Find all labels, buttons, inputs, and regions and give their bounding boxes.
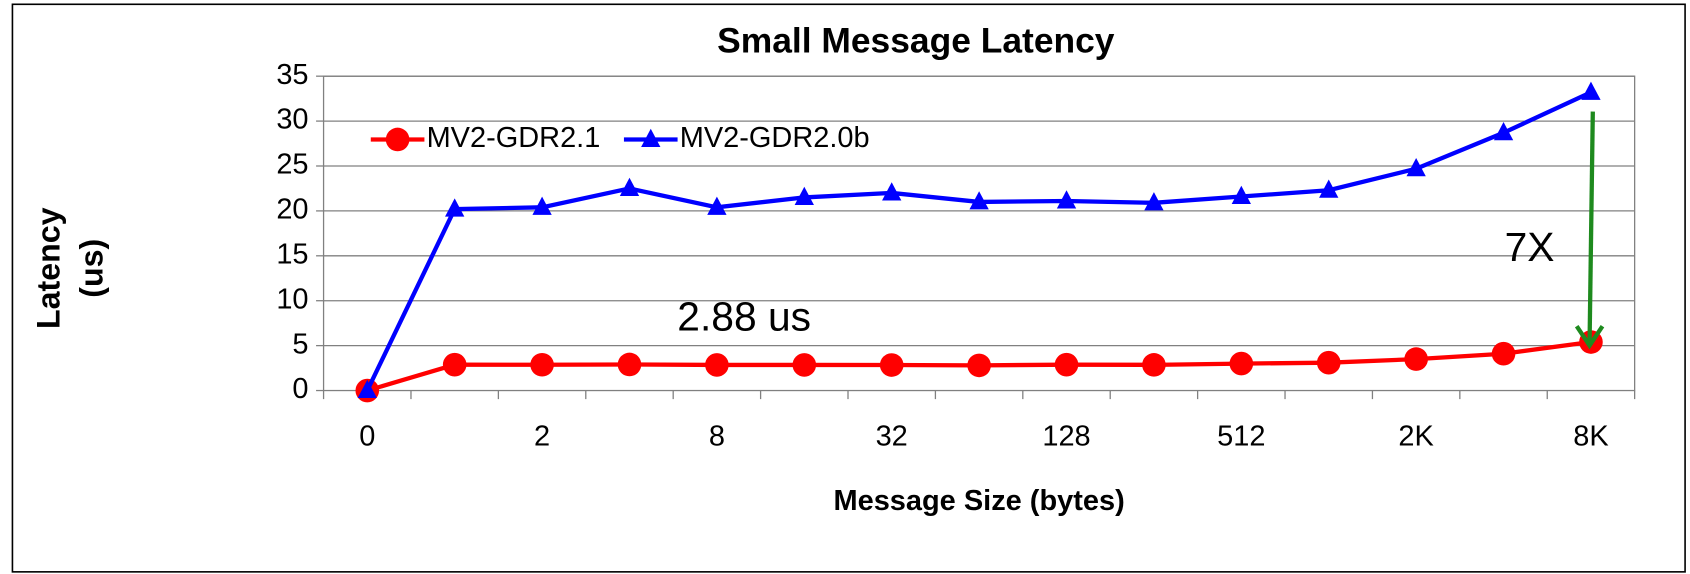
point <box>619 177 640 196</box>
annotation: 7X <box>1505 224 1555 270</box>
point <box>617 352 642 377</box>
x-axis-label: Message Size (bytes) <box>833 485 1124 517</box>
point <box>1319 179 1339 198</box>
x-tick-label: 0 <box>359 420 375 452</box>
x-tick-label: 2 <box>534 420 550 452</box>
point <box>1229 351 1254 376</box>
point <box>1404 347 1428 371</box>
y-tick-label: 20 <box>276 194 308 226</box>
legend-marker <box>385 127 410 152</box>
point <box>530 352 554 377</box>
annotation-arrow <box>1587 111 1595 342</box>
legend-label: MV2-GDR2.1 <box>427 122 601 154</box>
point <box>1056 190 1077 209</box>
x-tick-label: 8K <box>1573 420 1608 452</box>
point <box>1493 122 1514 141</box>
y-axis-label: (us) <box>73 239 109 298</box>
y-tick-label: 10 <box>276 283 308 315</box>
chart-frame <box>11 3 1686 573</box>
y-tick-label: 5 <box>292 328 308 360</box>
point <box>792 353 817 377</box>
y-axis-label: Latency <box>31 207 67 329</box>
point <box>532 196 552 215</box>
point <box>357 379 377 399</box>
x-tick-label: 8 <box>709 420 725 452</box>
point <box>707 196 727 215</box>
y-tick-label: 0 <box>292 373 308 405</box>
point <box>882 182 902 201</box>
annotation-arrowhead <box>1574 324 1605 350</box>
chart-title: Small Message Latency <box>717 20 1115 60</box>
point <box>1581 81 1601 100</box>
x-tick-label: 2K <box>1398 420 1433 452</box>
point <box>879 353 904 377</box>
point <box>445 198 465 217</box>
y-tick-label: 25 <box>276 149 308 181</box>
y-tick-label: 35 <box>276 59 308 91</box>
plot-frame <box>322 75 1636 392</box>
x-tick-label: 32 <box>876 420 908 452</box>
annotation: 2.88 us <box>677 293 811 339</box>
y-tick-label: 15 <box>276 238 308 270</box>
point <box>1231 185 1251 205</box>
point <box>1406 157 1426 177</box>
point <box>442 352 467 377</box>
point <box>1054 352 1079 377</box>
point <box>1491 341 1516 366</box>
point <box>1142 353 1166 377</box>
point <box>705 353 729 377</box>
y-tick-label: 30 <box>276 104 308 136</box>
point <box>1144 192 1164 211</box>
point <box>967 353 991 378</box>
x-tick-label: 128 <box>1042 420 1090 452</box>
legend-marker <box>641 128 661 147</box>
point <box>1316 350 1341 375</box>
point <box>794 186 814 205</box>
legend-label: MV2-GDR2.0b <box>680 122 870 154</box>
x-tick-label: 512 <box>1217 420 1265 452</box>
point <box>969 191 989 210</box>
